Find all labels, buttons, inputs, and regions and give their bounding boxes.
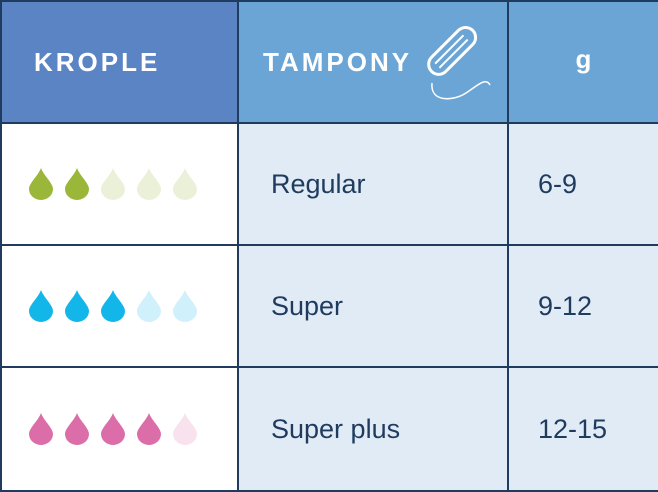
header-unit-cell: g <box>509 2 658 122</box>
row-0-name: Regular <box>271 168 366 199</box>
row-0-name-cell: Regular <box>239 124 507 244</box>
row-2-name-cell: Super plus <box>239 368 507 490</box>
drop-icon <box>65 290 89 322</box>
drop-icon <box>137 168 161 200</box>
row-0-value-cell: 6-9 <box>509 124 658 244</box>
drop-icon <box>65 413 89 445</box>
drop-icon <box>29 413 53 445</box>
drop-icon <box>173 413 197 445</box>
row-1-value-cell: 9-12 <box>509 246 658 366</box>
row-2-value: 12-15 <box>538 413 608 444</box>
drop-icon <box>137 290 161 322</box>
drop-icon <box>101 168 125 200</box>
header-drops: KROPLE <box>34 46 161 77</box>
drop-icon <box>173 168 197 200</box>
drop-icon <box>137 413 161 445</box>
row-2-drops <box>2 368 237 490</box>
row-0-value: 6-9 <box>538 168 578 199</box>
row-1-name: Super <box>271 290 344 321</box>
drop-icon <box>65 168 89 200</box>
row-1-drops <box>2 246 237 366</box>
row-1-name-cell: Super <box>239 246 507 366</box>
header-drops-cell: KROPLE <box>2 2 237 122</box>
drop-icon <box>29 168 53 200</box>
row-2-value-cell: 12-15 <box>509 368 658 490</box>
row-2-name: Super plus <box>271 413 401 444</box>
row-1-value: 9-12 <box>538 290 593 321</box>
row-0-drops <box>2 124 237 244</box>
drop-icon <box>101 290 125 322</box>
drop-icon <box>101 413 125 445</box>
header-product-cell: TAMPONY <box>239 2 507 122</box>
tampon-icon <box>427 25 491 100</box>
drop-icon <box>29 290 53 322</box>
header-product: TAMPONY <box>263 46 413 77</box>
header-unit: g <box>575 43 592 74</box>
drop-icon <box>173 290 197 322</box>
